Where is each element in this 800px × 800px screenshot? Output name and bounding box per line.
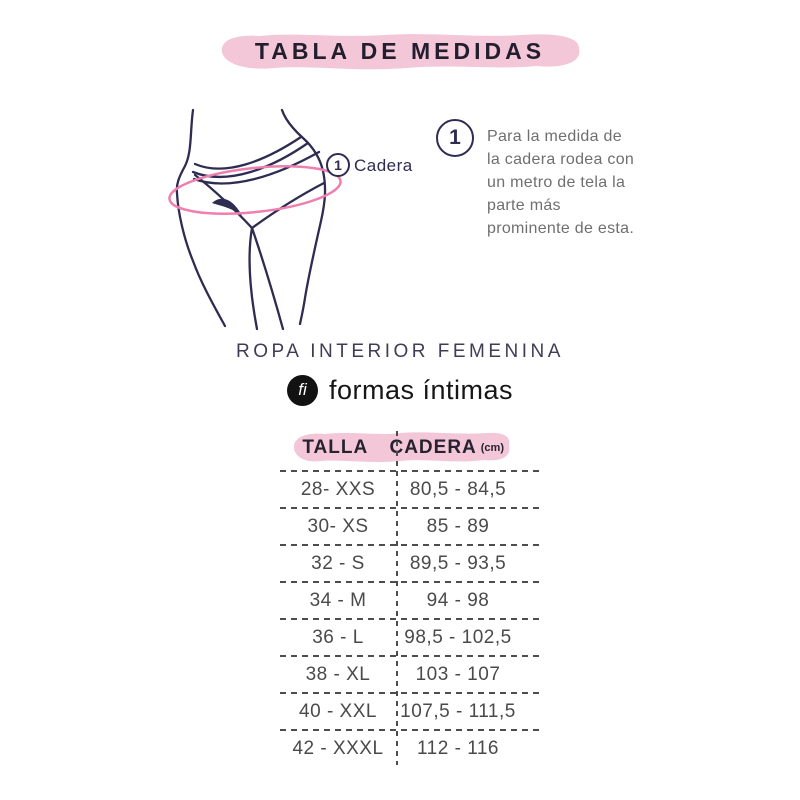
hip-marker-label: Cadera [354,156,413,175]
row-divider-dashed [280,692,540,694]
row-divider-dashed [280,581,540,583]
page-title: TABLA DE MEDIDAS [254,38,546,64]
talla-cell: 32 - S [311,552,365,574]
cadera-cell: 85 - 89 [426,515,490,537]
instruction-text: Para la medida de la cadera rodea con un… [487,125,657,240]
category-heading: ROPA INTERIOR FEMENINA [236,341,564,362]
table-body: 28- XXS 80,5 - 84,5 30- XS 85 - 89 32 - … [280,470,540,766]
talla-cell: 40 - XXL [299,700,377,722]
title-banner: TABLA DE MEDIDAS [198,30,602,73]
column-header-cadera-unit: (cm) [480,441,504,454]
cadera-cell: 103 - 107 [415,663,501,685]
cadera-cell: 107,5 - 111,5 [400,700,516,722]
pink-blob-shape [293,432,510,462]
table-row: 32 - S 89,5 - 93,5 [280,546,540,581]
column-header-talla: TALLA [281,429,389,466]
hip-figure-illustration [168,108,342,331]
instruction-number-circle: 1 [436,119,474,157]
instruction-line: la cadera rodea con [487,151,635,168]
talla-cell: 30- XS [307,515,369,537]
instruction-line: prominente de esta. [487,220,635,237]
column-divider-dashed [396,431,398,765]
column-header-talla-label: TALLA [302,436,369,458]
talla-cell: 38 - XL [305,663,371,685]
instruction-line: parte más [487,197,561,214]
cadera-cell: 98,5 - 102,5 [404,626,512,648]
brand-monogram-icon: fi [286,375,318,406]
table-row: 42 - XXXL 112 - 116 [280,731,540,766]
brand-logo: fi formas íntimas [0,375,800,406]
column-header-cadera-label: CADERA [389,436,477,458]
size-table: TALLA CADERA (cm) 28- XXS 80,5 - 84,5 30… [280,429,540,765]
talla-cell: 42 - XXXL [292,737,384,759]
row-divider-dashed [280,729,540,731]
row-divider-dashed [280,618,540,620]
cadera-cell: 80,5 - 84,5 [409,478,507,500]
cadera-cell: 89,5 - 93,5 [409,552,507,574]
row-divider-dashed [280,507,540,509]
talla-cell: 36 - L [312,626,364,648]
instruction-line: Para la medida de [487,128,622,145]
table-row: 30- XS 85 - 89 [280,509,540,544]
talla-cell: 34 - M [309,589,367,611]
instruction-number: 1 [449,126,461,149]
pink-blob-shape [221,34,580,70]
column-header-cadera: CADERA (cm) [389,429,522,466]
brand-name: formas íntimas [328,375,514,405]
table-row: 36 - L 98,5 - 102,5 [280,620,540,655]
panty-fold-detail [212,198,242,216]
table-row: 28- XXS 80,5 - 84,5 [280,472,540,507]
measuring-tape-ellipse [168,165,342,215]
hip-marker-number: 1 [334,157,342,173]
cadera-cell: 94 - 98 [426,589,490,611]
table-header: TALLA CADERA (cm) [281,429,522,466]
talla-cell: 28- XXS [300,478,376,500]
table-row: 38 - XL 103 - 107 [280,657,540,692]
row-divider-dashed [280,544,540,546]
hip-marker-circle: 1 [326,153,350,177]
row-divider-dashed [280,470,540,472]
cadera-cell: 112 - 116 [417,737,499,759]
table-row: 40 - XXL 107,5 - 111,5 [280,694,540,729]
row-divider-dashed [280,655,540,657]
instruction-line: un metro de tela la [487,174,626,191]
table-row: 34 - M 94 - 98 [280,583,540,618]
